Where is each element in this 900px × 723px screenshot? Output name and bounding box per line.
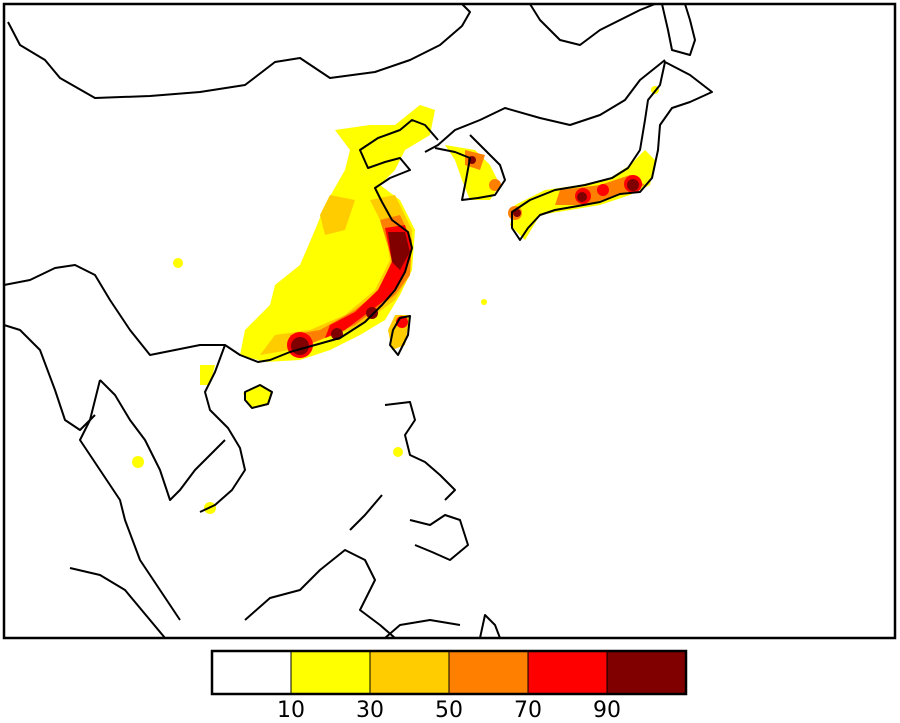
coast-sea-of-okhotsk <box>529 3 656 46</box>
coast-china <box>3 119 439 363</box>
coast-thailand <box>79 379 181 621</box>
coast-burma <box>3 324 96 431</box>
coast-vietnam <box>199 344 246 513</box>
map-frame <box>2 2 897 640</box>
colorbar-bin <box>527 650 608 695</box>
coast-japan <box>511 61 713 241</box>
colorbar-bin <box>606 650 687 695</box>
colorbar <box>210 649 688 696</box>
colorbar-tick-label: 90 <box>593 698 621 723</box>
coast-malaysia <box>69 567 166 639</box>
colorbar-bin <box>211 650 292 695</box>
shaded-field <box>132 86 659 514</box>
coast-siberia <box>7 3 471 99</box>
colorbar-outline <box>210 649 688 696</box>
coast-taiwan <box>389 315 411 356</box>
map-panel <box>2 2 897 640</box>
coast-philippines-south <box>409 514 469 561</box>
coast-russia-korea <box>424 59 666 153</box>
map-background <box>4 4 895 638</box>
colorbar-tick-label: 50 <box>435 698 463 723</box>
coast-indochina-border <box>99 379 226 501</box>
colorbar-bin <box>448 650 529 695</box>
field-yellow-korea <box>445 145 500 200</box>
coast-hainan <box>244 384 273 409</box>
field-darkred <box>388 232 410 270</box>
colorbar-bin <box>290 650 371 695</box>
colorbar-tick-label: 70 <box>514 698 542 723</box>
coastlines <box>3 3 713 639</box>
colorbar-tick-label: 10 <box>277 698 305 723</box>
coast-philippines-luzon <box>384 401 456 501</box>
field-red <box>325 225 412 338</box>
colorbar-tick-label: 30 <box>356 698 384 723</box>
coast-sulawesi <box>384 619 461 639</box>
coast-borneo <box>244 549 396 639</box>
colorbar-bin <box>369 650 450 695</box>
field-yellow-hainan <box>243 385 272 408</box>
coast-sakhalin <box>661 3 696 56</box>
coast-palawan <box>349 494 383 531</box>
coast-korea <box>434 134 506 201</box>
